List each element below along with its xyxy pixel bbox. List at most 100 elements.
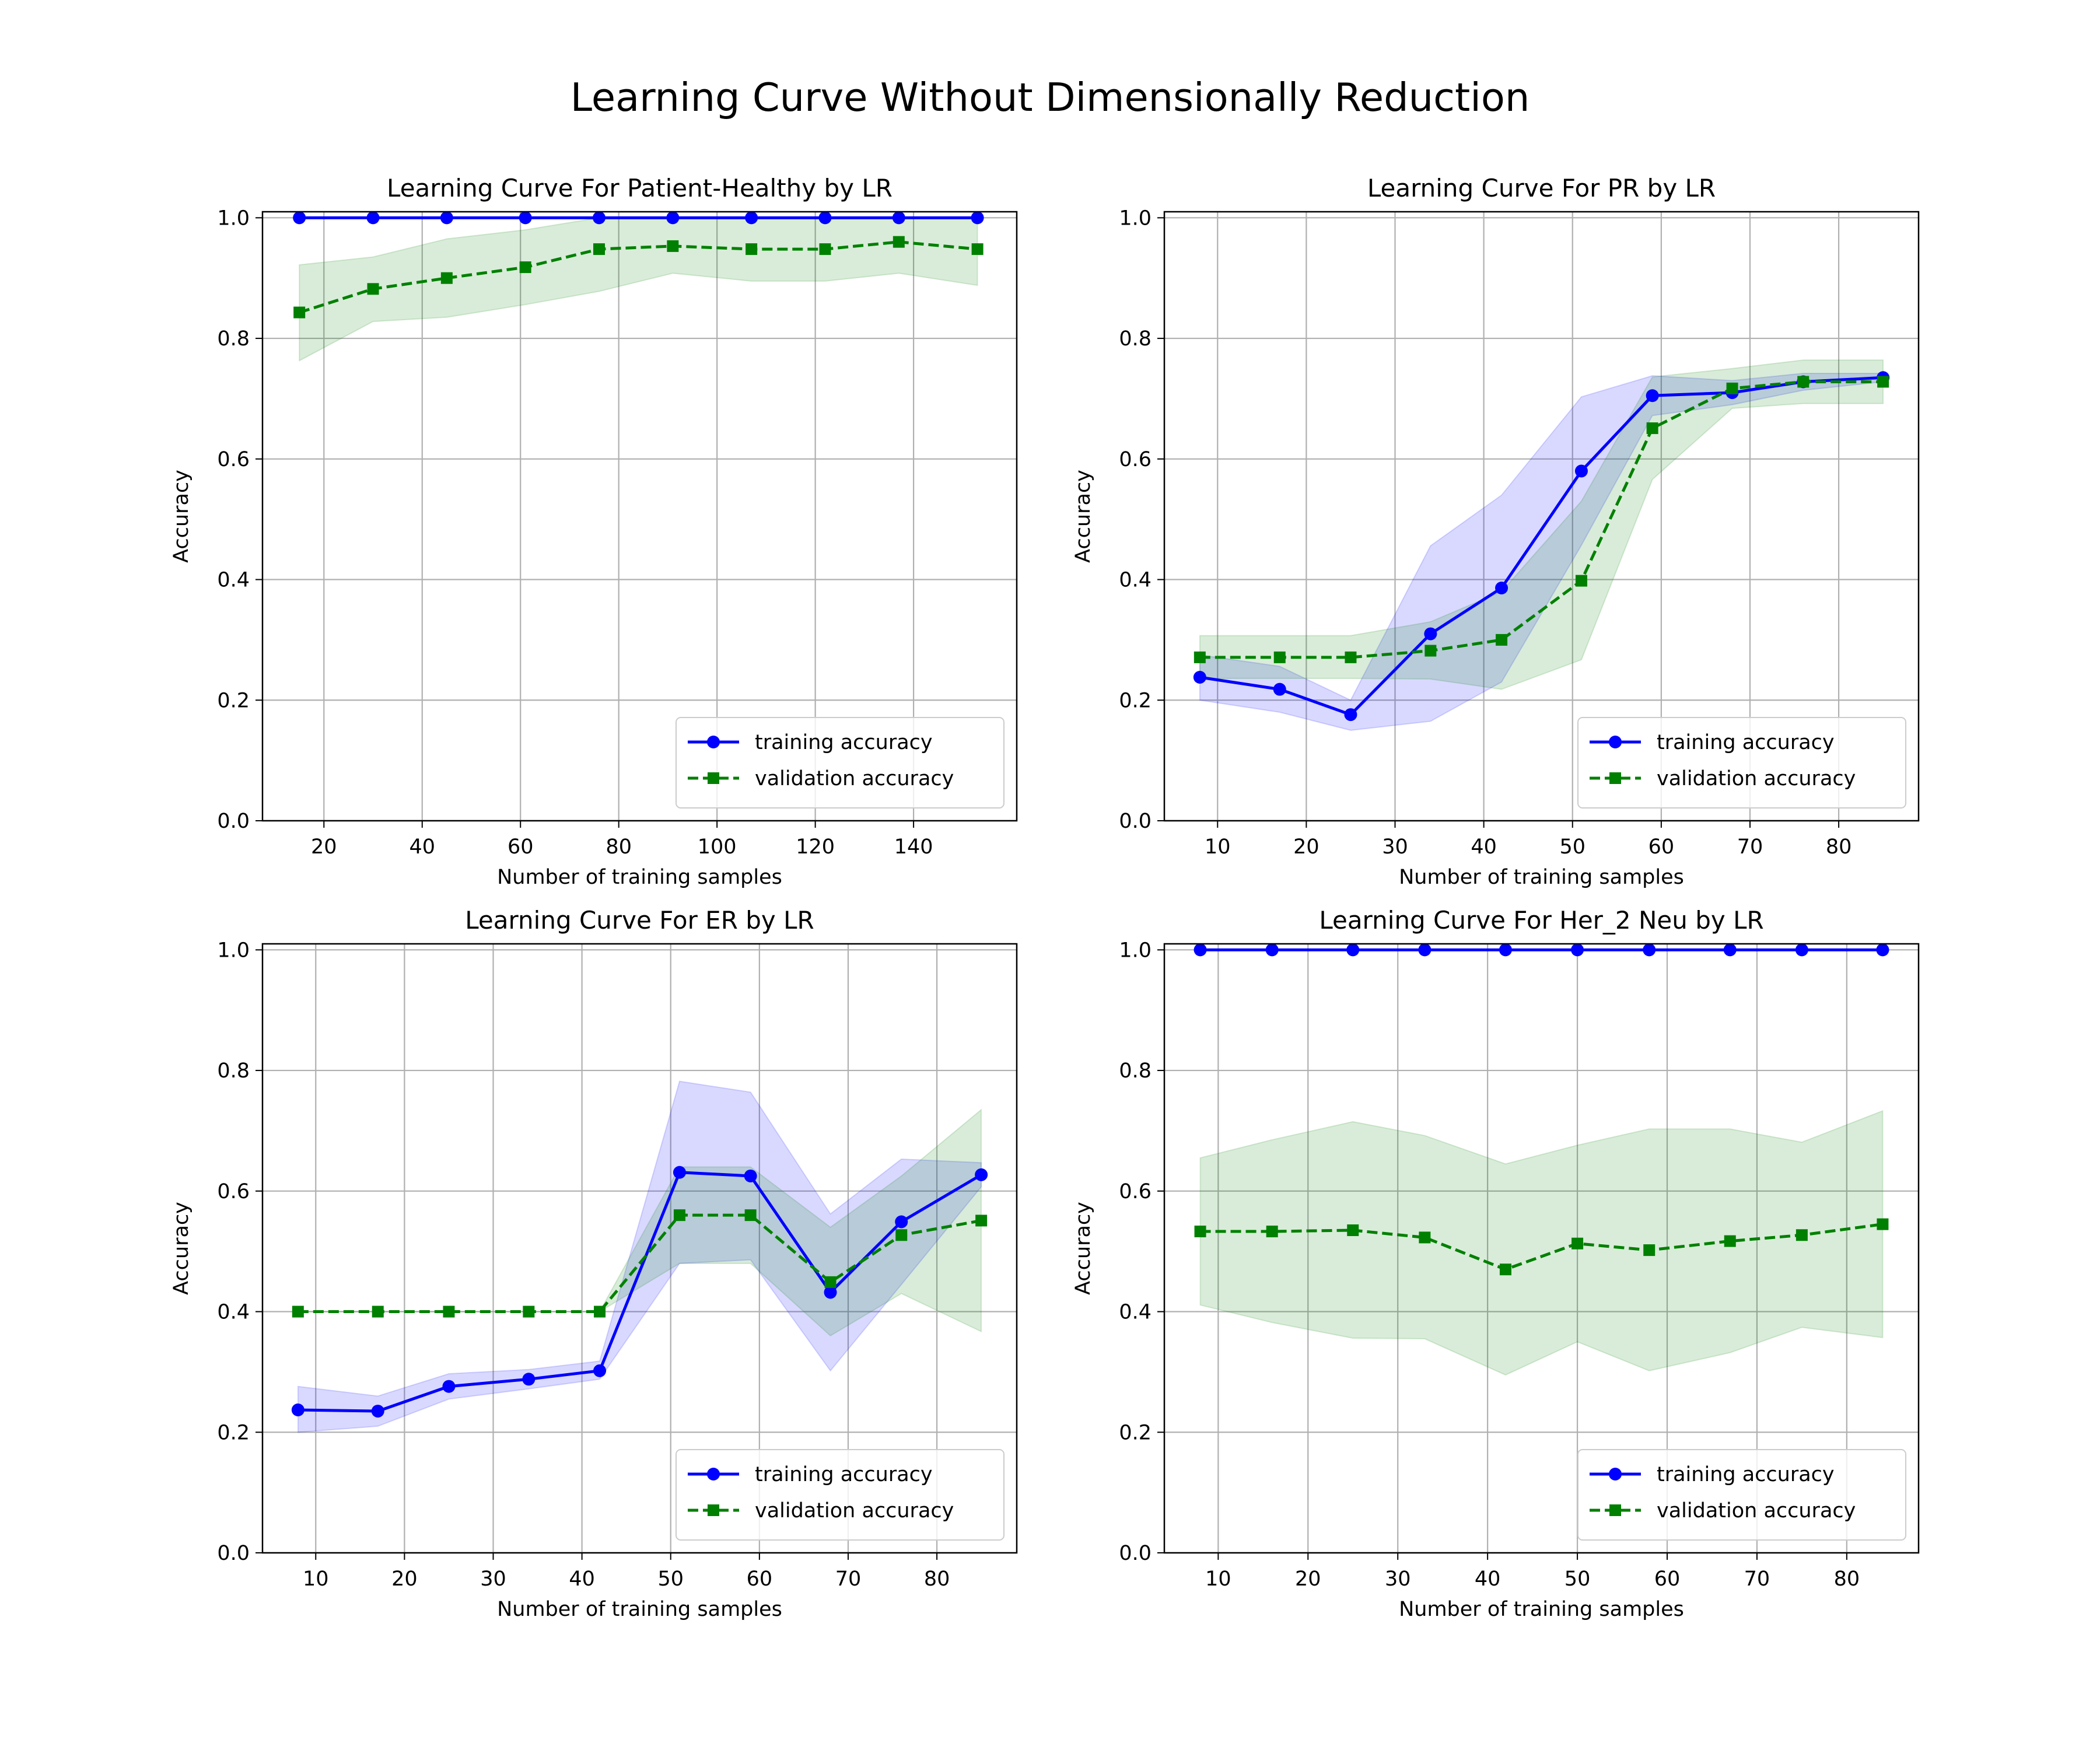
validation-point [1424, 645, 1437, 657]
validation-point [1266, 1226, 1278, 1238]
y-tick-label: 0.2 [217, 1421, 250, 1444]
legend-validation-label: validation accuracy [1657, 767, 1856, 790]
training-point [1795, 943, 1808, 957]
validation-point [523, 1306, 535, 1318]
validation-point [1419, 1231, 1431, 1244]
x-tick-label: 60 [1654, 1567, 1681, 1591]
training-point [824, 1286, 837, 1299]
x-tick-label: 80 [924, 1567, 950, 1591]
y-tick-label: 0.6 [217, 1180, 250, 1203]
subplot-title: Learning Curve For Her_2 Neu by LR [1319, 906, 1763, 935]
y-tick-label: 0.8 [217, 1059, 250, 1083]
training-point [1571, 943, 1584, 957]
validation-point [1572, 1237, 1584, 1250]
legend-training-label: training accuracy [755, 731, 933, 754]
x-tick-label: 10 [303, 1567, 329, 1591]
legend-training-marker [1609, 1468, 1622, 1480]
validation-point [1724, 1235, 1736, 1247]
y-tick-label: 0.4 [1119, 1301, 1152, 1324]
y-tick-label: 0.8 [1119, 327, 1152, 351]
y-tick-label: 0.0 [217, 810, 250, 833]
x-tick-label: 20 [1293, 835, 1320, 859]
x-tick-label: 140 [894, 835, 933, 859]
validation-point [594, 1306, 606, 1318]
x-tick-label: 20 [391, 1567, 418, 1591]
legend-validation-label: validation accuracy [755, 1499, 954, 1522]
y-tick-label: 0.6 [217, 448, 250, 471]
y-tick-label: 1.0 [1119, 206, 1152, 230]
validation-point [975, 1214, 988, 1227]
validation-band [299, 217, 978, 362]
x-tick-label: 40 [409, 835, 435, 859]
x-tick-label: 60 [1648, 835, 1675, 859]
training-point [1418, 943, 1432, 957]
validation-point [293, 306, 306, 318]
y-tick-label: 0.0 [1119, 810, 1152, 833]
training-point [593, 211, 606, 225]
y-tick-label: 1.0 [217, 939, 250, 962]
training-point [291, 1404, 304, 1417]
training-point [1265, 943, 1279, 957]
legend-validation-marker [1609, 1504, 1621, 1516]
training-point [442, 1380, 456, 1393]
validation-point [292, 1306, 304, 1318]
legend-training-label: training accuracy [755, 1463, 933, 1486]
x-axis-label: Number of training samples [1399, 1598, 1684, 1621]
legend-box [1577, 717, 1906, 808]
training-point [818, 211, 832, 225]
validation-point [1877, 376, 1889, 388]
validation-point [1796, 1229, 1808, 1241]
validation-line [298, 1213, 982, 1314]
validation-point [1347, 1224, 1359, 1236]
subplot-title: Learning Curve For PR by LR [1367, 174, 1716, 202]
y-axis-label: Accuracy [170, 470, 193, 563]
validation-point [1496, 634, 1508, 646]
training-point [1499, 943, 1512, 957]
x-tick-label: 50 [1559, 835, 1586, 859]
training-point [522, 1373, 536, 1386]
x-tick-label: 40 [1475, 1567, 1501, 1591]
validation-point [744, 1209, 757, 1222]
x-tick-label: 30 [480, 1567, 506, 1591]
y-tick-label: 1.0 [1119, 939, 1152, 962]
x-tick-label: 20 [1295, 1567, 1321, 1591]
y-tick-label: 0.4 [1119, 569, 1152, 592]
validation-point [1194, 651, 1206, 663]
validation-point [1575, 575, 1587, 587]
y-tick-label: 1.0 [217, 206, 250, 230]
legend-training-marker [1609, 736, 1622, 748]
x-tick-label: 80 [606, 835, 632, 859]
training-point [895, 1215, 908, 1228]
validation-point [1646, 422, 1658, 435]
training-point [519, 211, 532, 225]
training-point [1193, 670, 1206, 684]
y-tick-label: 0.8 [1119, 1059, 1152, 1083]
training-point [892, 211, 905, 225]
validation-point [1194, 1226, 1206, 1238]
training-point [1344, 708, 1357, 722]
x-axis-label: Number of training samples [1399, 866, 1684, 889]
legend-training-marker [707, 736, 720, 748]
legend-validation-label: validation accuracy [755, 767, 954, 790]
y-axis-label: Accuracy [1072, 470, 1095, 563]
training-point [666, 211, 680, 225]
x-tick-label: 80 [1834, 1567, 1860, 1591]
x-tick-label: 40 [1471, 835, 1497, 859]
training-point [971, 211, 984, 225]
validation-point [1273, 651, 1286, 663]
y-tick-label: 0.0 [217, 1542, 250, 1565]
validation-point [1877, 1218, 1889, 1230]
y-tick-label: 0.6 [1119, 1180, 1152, 1203]
validation-line [1199, 380, 1884, 659]
legend-training-label: training accuracy [1657, 731, 1835, 754]
training-point [440, 211, 453, 225]
training-point [1194, 943, 1207, 957]
x-axis-label: Number of training samples [497, 1598, 782, 1621]
x-tick-label: 70 [1737, 835, 1763, 859]
axes-frame [1163, 211, 1920, 822]
validation-point [1726, 382, 1738, 394]
legend-validation-marker [1609, 772, 1621, 784]
